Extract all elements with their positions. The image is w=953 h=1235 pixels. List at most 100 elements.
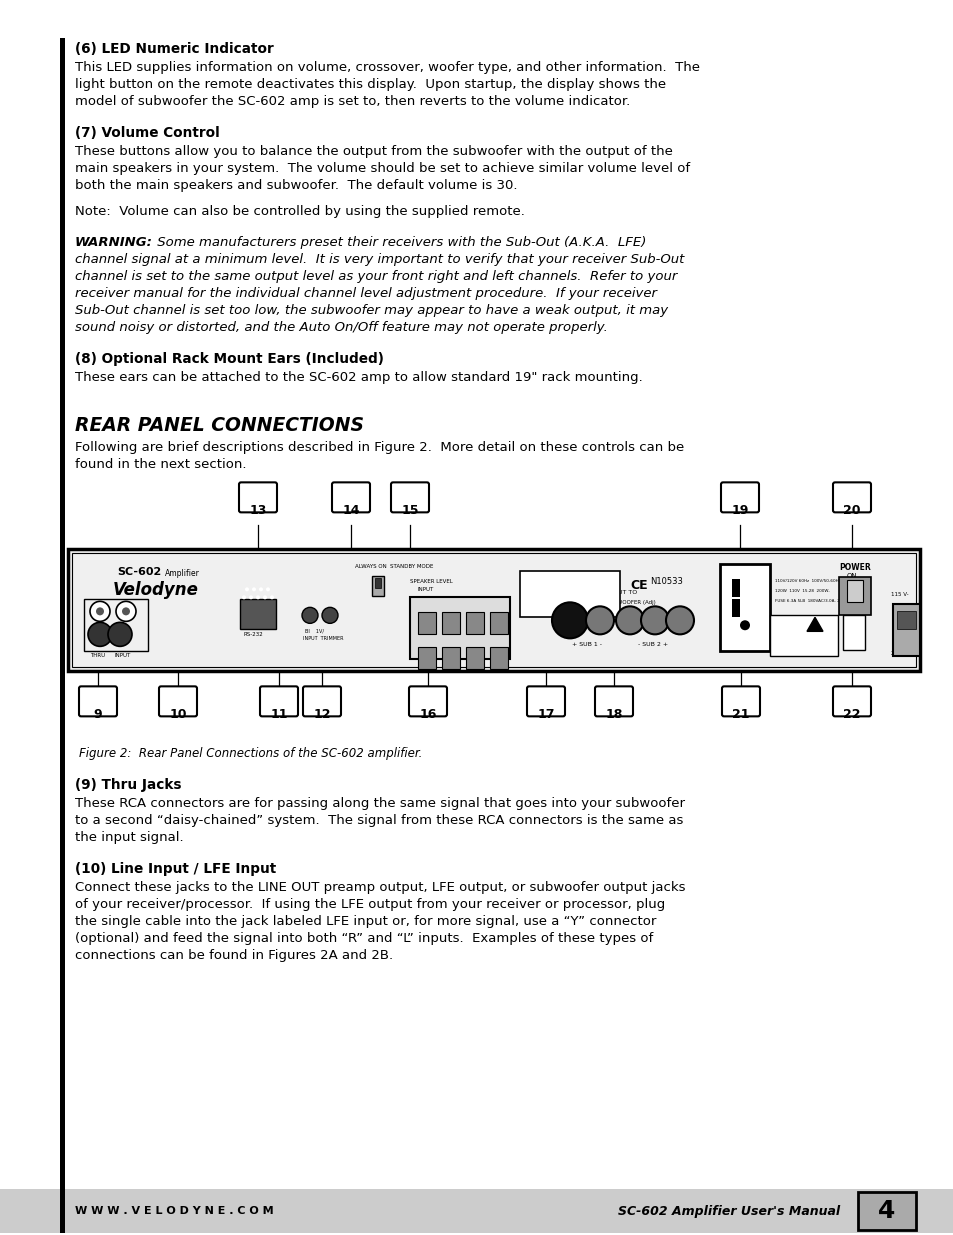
Text: Connect these jacks to the LINE OUT preamp output, LFE output, or subwoofer outp: Connect these jacks to the LINE OUT prea… <box>75 882 685 894</box>
Bar <box>896 611 915 630</box>
FancyBboxPatch shape <box>391 483 429 513</box>
Text: main speakers in your system.  The volume should be set to achieve similar volum: main speakers in your system. The volume… <box>75 162 689 175</box>
Circle shape <box>302 608 317 624</box>
Bar <box>720 564 769 651</box>
Text: THRU: THRU <box>90 653 105 658</box>
Text: S/N LABEL: S/N LABEL <box>555 587 590 593</box>
Text: model of subwoofer the SC-602 amp is set to, then reverts to the volume indicato: model of subwoofer the SC-602 amp is set… <box>75 95 630 107</box>
Text: INPUT: INPUT <box>417 588 434 593</box>
Polygon shape <box>806 618 822 631</box>
Bar <box>375 578 380 588</box>
FancyBboxPatch shape <box>239 483 276 513</box>
Text: These buttons allow you to balance the output from the subwoofer with the output: These buttons allow you to balance the o… <box>75 144 672 158</box>
Bar <box>892 604 919 656</box>
Text: RS-232: RS-232 <box>244 632 263 637</box>
Text: STANDBY MODE: STANDBY MODE <box>390 564 433 569</box>
Text: both the main speakers and subwoofer.  The default volume is 30.: both the main speakers and subwoofer. Th… <box>75 179 517 191</box>
Text: OUT TO: OUT TO <box>613 590 637 595</box>
Text: 9: 9 <box>93 708 102 721</box>
Text: 10: 10 <box>169 708 187 721</box>
Text: 15: 15 <box>401 504 418 517</box>
Text: -: - <box>441 608 444 614</box>
Text: Amplifier: Amplifier <box>165 569 200 578</box>
Text: 4: 4 <box>878 1199 895 1223</box>
Text: CAUTION: CAUTION <box>771 620 799 625</box>
FancyBboxPatch shape <box>721 687 760 716</box>
Bar <box>465 613 483 635</box>
Text: 21: 21 <box>732 708 749 721</box>
Text: 12: 12 <box>313 708 331 721</box>
Bar <box>731 579 740 598</box>
Text: OUTPUT: OUTPUT <box>428 651 450 656</box>
Text: N10533: N10533 <box>649 577 682 587</box>
Circle shape <box>640 606 668 635</box>
Bar <box>68 550 919 672</box>
Text: channel is set to the same output level as your front right and left channels.  : channel is set to the same output level … <box>75 270 677 283</box>
Circle shape <box>258 588 263 592</box>
Text: 19: 19 <box>731 504 748 517</box>
FancyBboxPatch shape <box>332 483 370 513</box>
Text: (10) Line Input / LFE Input: (10) Line Input / LFE Input <box>75 862 276 877</box>
Text: CE: CE <box>629 579 647 593</box>
Bar <box>857 1192 915 1230</box>
Text: Sub-Out channel is set too low, the subwoofer may appear to have a weak output, : Sub-Out channel is set too low, the subw… <box>75 304 667 317</box>
Bar <box>490 647 507 669</box>
FancyBboxPatch shape <box>260 687 297 716</box>
Text: REAR PANEL CONNECTIONS: REAR PANEL CONNECTIONS <box>75 416 364 436</box>
Text: FUSE 6.3A 5LB  180VAC/3.0A- 240VAC: FUSE 6.3A 5LB 180VAC/3.0A- 240VAC <box>774 599 852 604</box>
Text: BY OTHER RATING FUSE.: BY OTHER RATING FUSE. <box>771 634 819 637</box>
FancyBboxPatch shape <box>159 687 196 716</box>
Bar <box>769 615 837 656</box>
Text: W W W . V E L O D Y N E . C O M: W W W . V E L O D Y N E . C O M <box>75 1207 274 1216</box>
Circle shape <box>585 606 614 635</box>
Text: +: + <box>490 608 496 614</box>
Text: 11: 11 <box>270 708 288 721</box>
Text: This LED supplies information on volume, crossover, woofer type, and other infor: This LED supplies information on volume,… <box>75 61 700 74</box>
Text: OFF: OFF <box>844 619 858 625</box>
Text: INPUT  TRIMMER: INPUT TRIMMER <box>303 636 343 641</box>
Bar <box>441 647 459 669</box>
Text: SUBWOOFER (Adj): SUBWOOFER (Adj) <box>605 600 655 605</box>
Text: FUSE LOCATION: FUSE LOCATION <box>725 620 764 625</box>
Text: 14: 14 <box>342 504 359 517</box>
Bar <box>838 577 870 615</box>
Text: Figure 2:  Rear Panel Connections of the SC-602 amplifier.: Figure 2: Rear Panel Connections of the … <box>79 747 422 761</box>
Bar <box>842 615 864 651</box>
Text: found in the next section.: found in the next section. <box>75 458 246 472</box>
Circle shape <box>740 620 749 630</box>
FancyBboxPatch shape <box>409 687 447 716</box>
Bar <box>60 38 65 1195</box>
Text: +: + <box>417 608 423 614</box>
Text: ETL: ETL <box>845 637 860 643</box>
Bar <box>0 1189 953 1233</box>
Text: channel signal at a minimum level.  It is very important to verify that your rec: channel signal at a minimum level. It is… <box>75 253 683 267</box>
Text: 16: 16 <box>419 708 436 721</box>
FancyBboxPatch shape <box>79 687 117 716</box>
Text: 13: 13 <box>249 504 267 517</box>
Bar <box>60 1189 65 1233</box>
Text: SC-602 Amplifier User's Manual: SC-602 Amplifier User's Manual <box>618 1204 840 1218</box>
Bar <box>519 572 619 618</box>
Text: (optional) and feed the signal into both “R” and “L” inputs.  Examples of these : (optional) and feed the signal into both… <box>75 932 653 945</box>
Text: receiver manual for the individual channel level adjustment procedure.  If your : receiver manual for the individual chann… <box>75 288 657 300</box>
Text: -: - <box>465 608 468 614</box>
Text: (8) Optional Rack Mount Ears (Included): (8) Optional Rack Mount Ears (Included) <box>75 352 383 367</box>
Text: the single cable into the jack labeled LFE input or, for more signal, use a “Y” : the single cable into the jack labeled L… <box>75 915 656 929</box>
Text: 17: 17 <box>537 708 554 721</box>
Text: WARNING:: WARNING: <box>75 236 152 249</box>
Bar <box>410 598 510 659</box>
Text: Following are brief descriptions described in Figure 2.  More detail on these co: Following are brief descriptions describ… <box>75 441 683 454</box>
Bar <box>465 647 483 669</box>
FancyBboxPatch shape <box>832 483 870 513</box>
FancyBboxPatch shape <box>832 687 870 716</box>
Circle shape <box>665 606 693 635</box>
Text: light button on the remote deactivates this display.  Upon startup, the display : light button on the remote deactivates t… <box>75 78 665 91</box>
FancyBboxPatch shape <box>526 687 564 716</box>
Circle shape <box>90 601 110 621</box>
Bar <box>417 613 436 635</box>
Bar <box>846 580 862 603</box>
Text: 20: 20 <box>842 504 860 517</box>
Circle shape <box>122 608 130 615</box>
Circle shape <box>96 608 104 615</box>
FancyBboxPatch shape <box>595 687 633 716</box>
